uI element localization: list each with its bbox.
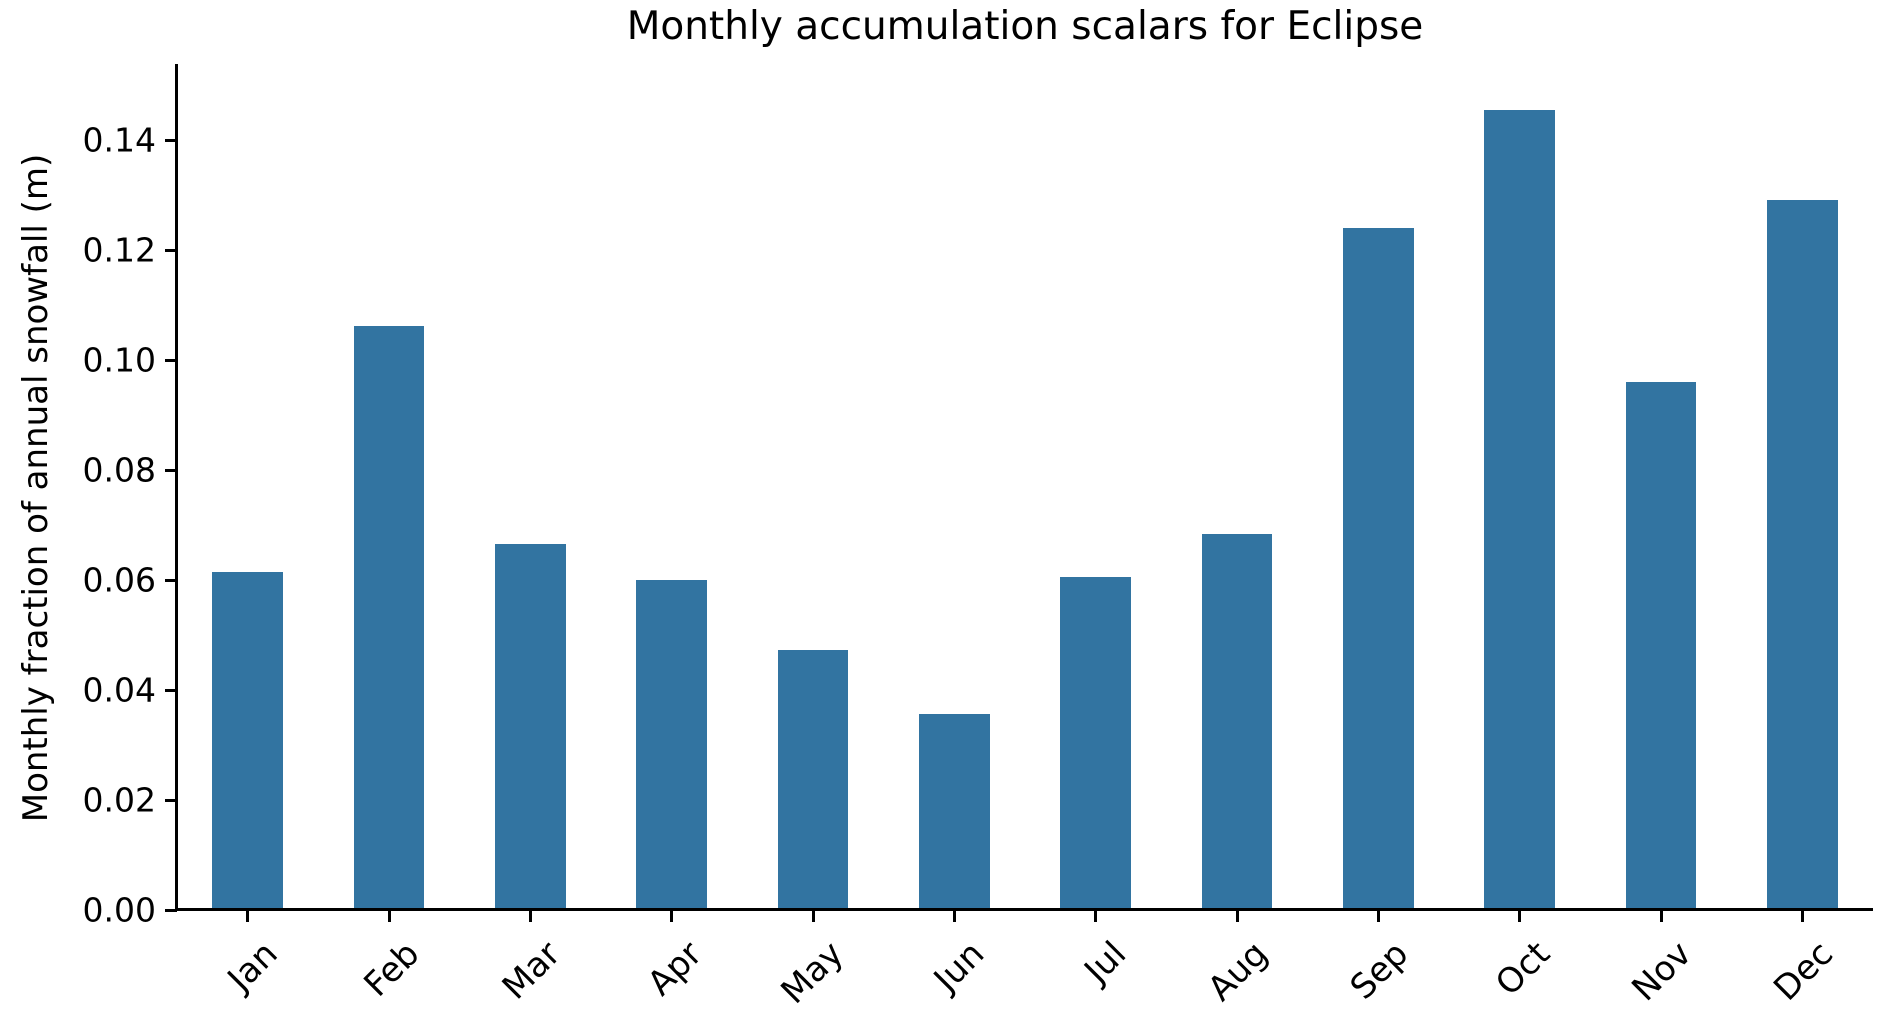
bar-feb (353, 326, 425, 910)
x-tick-mark (1800, 910, 1804, 922)
y-tick-mark (165, 248, 177, 252)
x-tick-label: Nov (1623, 933, 1700, 1010)
bar-may (777, 650, 849, 910)
y-tick-mark (165, 468, 177, 472)
x-tick-mark (1094, 910, 1098, 922)
x-tick-mark (528, 910, 532, 922)
x-tick-mark (246, 910, 250, 922)
y-tick-mark (165, 688, 177, 692)
y-tick-mark (165, 358, 177, 362)
bar-sep (1343, 227, 1414, 910)
y-axis-spine (175, 64, 178, 910)
chart-title: Monthly accumulation scalars for Eclipse (626, 4, 1424, 49)
y-tick-mark (165, 578, 177, 582)
x-tick-mark (811, 910, 815, 922)
x-tick-label: Jan (220, 933, 286, 1000)
bar-jul (1060, 576, 1131, 910)
x-tick-mark (1235, 910, 1239, 922)
y-tick-mark (165, 908, 177, 912)
y-tick-label: 0.06 (82, 560, 156, 600)
x-tick-mark (1659, 910, 1663, 922)
plot-area (177, 67, 1873, 910)
x-tick-label: Dec (1765, 933, 1841, 1009)
bar-nov (1625, 381, 1697, 910)
bar-jun (919, 713, 990, 910)
bar-jan (212, 571, 283, 910)
x-tick-label: Mar (494, 933, 569, 1008)
bar-dec (1767, 200, 1838, 910)
x-tick-mark (670, 910, 674, 922)
y-tick-label: 0.12 (82, 230, 156, 270)
y-tick-label: 0.10 (82, 340, 156, 380)
x-tick-mark (1376, 910, 1380, 922)
y-tick-label: 0.08 (82, 450, 156, 490)
x-tick-label: Aug (1199, 933, 1276, 1010)
x-tick-mark (387, 910, 391, 922)
bar-aug (1201, 533, 1273, 910)
x-tick-mark (952, 910, 956, 922)
x-tick-mark (1518, 910, 1522, 922)
y-tick-label: 0.04 (82, 670, 156, 710)
bar-mar (495, 543, 566, 910)
x-tick-label: May (773, 933, 852, 1012)
y-tick-label: 0.14 (82, 120, 156, 160)
x-tick-label: Jul (1076, 933, 1134, 992)
bar-apr (636, 580, 707, 910)
x-tick-label: Feb (356, 933, 428, 1005)
y-tick-label: 0.02 (82, 780, 156, 820)
y-tick-label: 0.00 (82, 890, 156, 930)
x-tick-label: Apr (639, 933, 710, 1004)
y-tick-mark (165, 138, 177, 142)
x-axis-spine (175, 908, 1873, 911)
x-tick-label: Oct (1487, 933, 1558, 1004)
y-tick-mark (165, 798, 177, 802)
x-tick-label: Sep (1342, 933, 1417, 1008)
bar-oct (1484, 109, 1555, 910)
x-tick-label: Jun (926, 933, 993, 1000)
